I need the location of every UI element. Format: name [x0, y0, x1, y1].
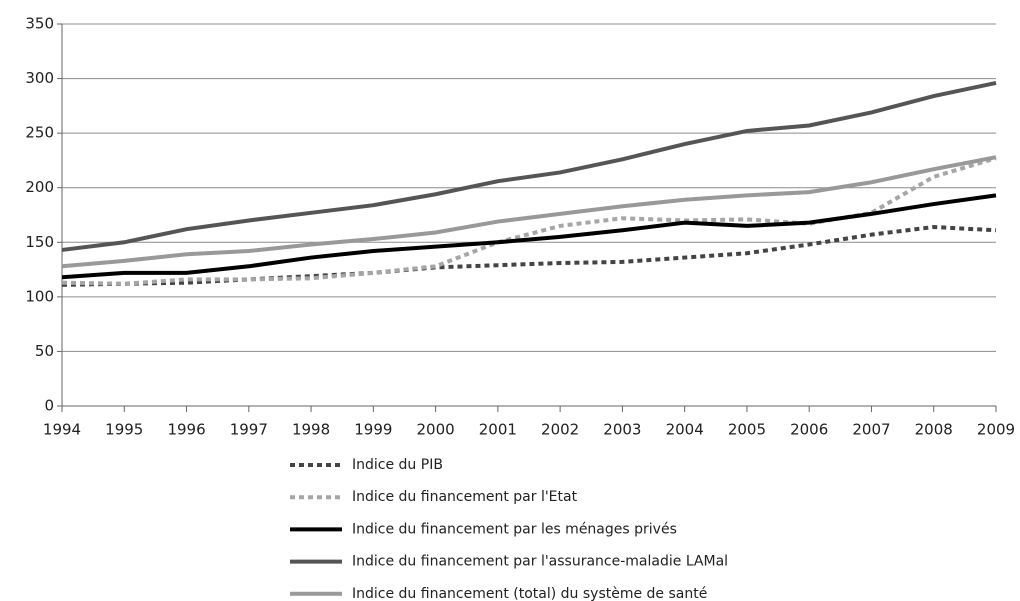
x-tick-label: 2006: [790, 421, 828, 439]
x-tick-label: 1998: [292, 421, 330, 439]
y-tick-label: 0: [44, 397, 54, 415]
x-tick-label: 1994: [43, 421, 81, 439]
legend-label: Indice du financement par l'Etat: [352, 489, 578, 505]
x-tick-label: 1995: [105, 421, 143, 439]
y-tick-label: 250: [25, 124, 54, 142]
legend-label: Indice du financement par l'assurance-ma…: [352, 554, 728, 570]
x-tick-label: 2002: [541, 421, 579, 439]
x-tick-label: 2005: [728, 421, 766, 439]
legend-label: Indice du financement (total) du système…: [352, 586, 707, 601]
x-tick-label: 1996: [167, 421, 205, 439]
x-tick-label: 1997: [230, 421, 268, 439]
x-tick-label: 2008: [915, 421, 953, 439]
series-line: [61, 155, 997, 269]
x-tick-label: 2003: [603, 421, 641, 439]
y-tick-label: 300: [25, 69, 54, 87]
series-line: [61, 193, 997, 280]
y-tick-label: 150: [25, 233, 54, 251]
legend-label: Indice du financement par les ménages pr…: [352, 521, 677, 537]
x-tick-label: 2004: [666, 421, 704, 439]
x-tick-label: 2001: [479, 421, 517, 439]
x-tick-label: 2007: [852, 421, 890, 439]
y-tick-label: 50: [35, 342, 54, 360]
y-tick-label: 200: [25, 178, 54, 196]
y-tick-label: 350: [25, 15, 54, 33]
x-tick-label: 1999: [354, 421, 392, 439]
x-tick-label: 2000: [417, 421, 455, 439]
y-tick-label: 100: [25, 287, 54, 305]
legend-label: Indice du PIB: [352, 457, 443, 473]
x-tick-label: 2009: [977, 421, 1015, 439]
series-line: [61, 80, 997, 252]
